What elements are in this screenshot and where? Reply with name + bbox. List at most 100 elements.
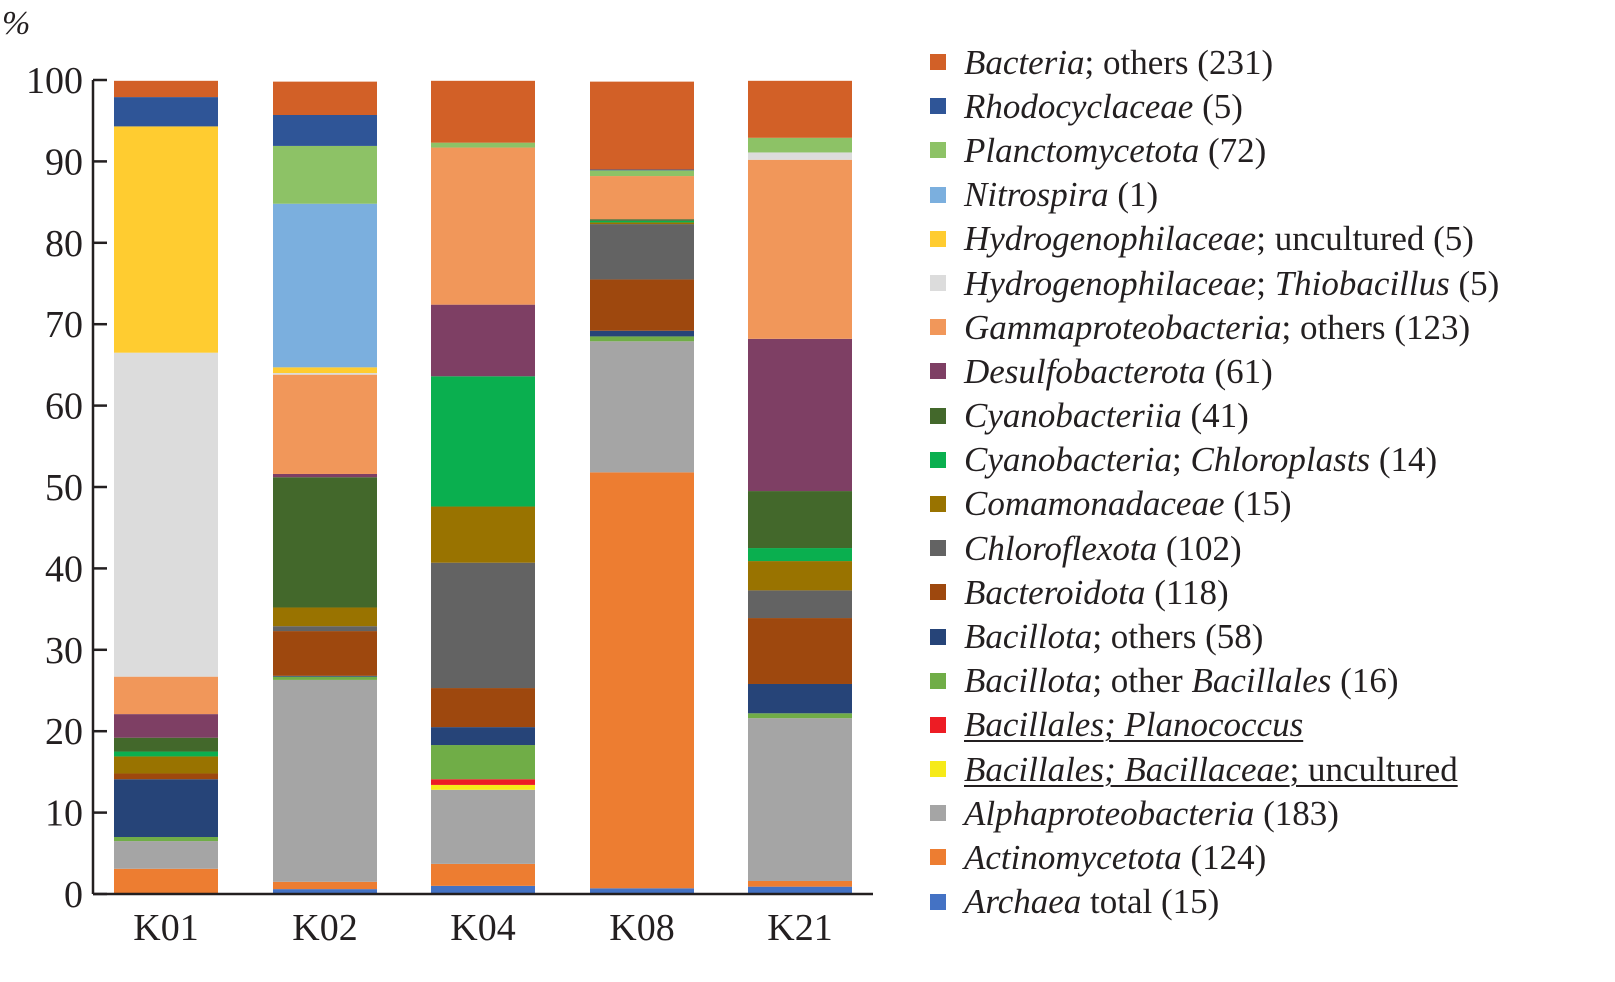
legend-label-italic-part: Bacillales: [1191, 661, 1332, 701]
bar-segment-k08-bacteroidota: [590, 279, 694, 331]
legend-label-part: (118): [1145, 572, 1229, 612]
bar-segment-k08-chloroplasts: [590, 220, 694, 223]
bar-segment-k04-chloroplasts: [431, 376, 535, 507]
bar-stack-k04: [431, 80, 535, 894]
legend-label-italic-part: Rhodocyclaceae: [964, 86, 1194, 126]
legend-label-part: ; other: [1092, 661, 1192, 701]
legend-swatch: [930, 893, 946, 910]
y-tick-label: 100: [26, 60, 83, 102]
bar-segment-k04-planctomycetota: [431, 142, 535, 148]
bar-segment-k04-bacillota_other_bacillales: [431, 745, 535, 780]
bar-segment-k04-bacillota_others: [431, 727, 535, 746]
legend-item: Bacillota; other Bacillales (16): [930, 659, 1499, 703]
legend-swatch: [930, 495, 946, 512]
bar-segment-k04-actinomycetota: [431, 863, 535, 886]
legend-swatch: [930, 805, 946, 822]
bar-segment-k08-bacillota_others: [590, 330, 694, 337]
legend-item: Cyanobacteria; Chloroplasts (14): [930, 438, 1499, 482]
bar-segment-k04-planococcus: [431, 779, 535, 785]
bar-segment-k08-comamonadaceae: [590, 222, 694, 225]
bar-stack-k02: [273, 81, 377, 894]
bar-segment-k08-bacteria_others: [590, 81, 694, 170]
legend-label: Actinomycetota (124): [964, 840, 1266, 875]
x-tick-label: K21: [767, 907, 832, 949]
bar-segment-k08-archaea: [590, 888, 694, 894]
legend-label: Cyanobacteriia (41): [964, 398, 1249, 433]
bar-segment-k02-comamonadaceae: [273, 607, 377, 627]
legend-label-italic-part: Bacteria: [964, 42, 1085, 82]
legend-label-part: (41): [1181, 396, 1249, 436]
legend-label-italic-part: Bacillales; Bacillaceae: [964, 749, 1290, 789]
legend-label-italic-part: Chloroplasts: [1190, 440, 1371, 480]
bar-segment-k02-planctomycetota: [273, 145, 377, 204]
bar-segment-k02-gammaproteobacteria: [273, 374, 377, 474]
bar-segment-k21-thiobacillus: [748, 152, 852, 160]
bar-segment-k01-thiobacillus: [114, 352, 218, 677]
stacked-bar-chart: % 0 10 20 30 40 50 60 70 80 90 100 K01 K02 K04 K08 K21: [2, 5, 873, 949]
legend-item: Hydrogenophilaceae; uncultured (5): [930, 217, 1499, 261]
legend-label: Bacillales; Bacillaceae; uncultured: [964, 752, 1458, 787]
bar-segment-k01-chloroplasts: [114, 751, 218, 757]
bar-segment-k01-rhodocyclaceae: [114, 97, 218, 127]
bar-segment-k08-alphaproteobacteria: [590, 341, 694, 473]
legend-item: Cyanobacteriia (41): [930, 394, 1499, 438]
legend-item: Bacteroidota (118): [930, 570, 1499, 614]
legend-label-italic-part: Comamonadaceae: [964, 484, 1225, 524]
bar-segment-k01-bacillota_others: [114, 779, 218, 838]
legend-swatch: [930, 142, 946, 159]
legend-label: Bacillota; other Bacillales (16): [964, 663, 1398, 698]
legend-swatch: [930, 584, 946, 601]
legend-swatch: [930, 761, 946, 778]
legend-label-part: (183): [1254, 793, 1339, 833]
legend-label-part: (5): [1449, 263, 1500, 303]
bar-segment-k04-chloroflexota: [431, 562, 535, 689]
bar-segment-k02-chloroflexota: [273, 626, 377, 632]
bar-segment-k08-actinomycetota: [590, 472, 694, 889]
bar-segment-k02-bacteroidota: [273, 631, 377, 676]
bar-segment-k01-comamonadaceae: [114, 756, 218, 774]
legend-item: Nitrospira (1): [930, 173, 1499, 217]
bar-segment-k01-alphaproteobacteria: [114, 841, 218, 869]
legend-swatch: [930, 186, 946, 203]
legend-label: Desulfobacterota (61): [964, 354, 1273, 389]
y-tick-label: 90: [45, 141, 83, 183]
legend-label-part: (5): [1193, 86, 1243, 126]
legend-item: Actinomycetota (124): [930, 835, 1499, 879]
bar-segment-k02-bacteria_others: [273, 81, 377, 116]
bar-segment-k02-desulfobacterota: [273, 473, 377, 478]
legend-label: Chloroflexota (102): [964, 531, 1242, 566]
legend-label-italic-part: Bacillota: [964, 617, 1093, 657]
legend-item: Alphaproteobacteria (183): [930, 791, 1499, 835]
legend-label-italic-part: Bacteroidota: [964, 572, 1146, 612]
legend-label-part: ; uncultured: [1289, 749, 1458, 789]
legend-label: Planctomycetota (72): [964, 133, 1266, 168]
legend-item: Comamonadaceae (15): [930, 482, 1499, 526]
legend-label-italic-part: Archaea: [964, 882, 1082, 922]
legend: Bacteria; others (231) Rhodocyclaceae (5)…: [930, 40, 1499, 924]
bar-segment-k08-planctomycetota: [590, 170, 694, 177]
y-tick-label: 70: [45, 304, 83, 346]
bar-segment-k21-chloroflexota: [748, 590, 852, 619]
legend-label-part: (15): [1224, 484, 1292, 524]
bar-segment-k04-comamonadaceae: [431, 506, 535, 563]
bar-segment-k01-bacteria_others: [114, 80, 218, 98]
bar-segment-k21-planctomycetota: [748, 137, 852, 153]
bar-segment-k21-alphaproteobacteria: [748, 718, 852, 881]
y-tick-label: 40: [45, 548, 83, 590]
bar-segment-k21-cyanobacteriia: [748, 491, 852, 549]
bar-segment-k02-alphaproteobacteria: [273, 679, 377, 882]
legend-label-part: total (15): [1081, 882, 1220, 922]
x-tick-label: K08: [609, 907, 674, 949]
legend-item: Gammaproteobacteria; others (123): [930, 305, 1499, 349]
legend-item: Rhodocyclaceae (5): [930, 84, 1499, 128]
legend-swatch: [930, 407, 946, 424]
y-tick-label: 80: [45, 223, 83, 265]
bar-segment-k21-comamonadaceae: [748, 561, 852, 591]
legend-label-part: (124): [1181, 837, 1267, 877]
legend-label-part: (102): [1157, 528, 1242, 568]
legend-swatch: [930, 716, 946, 733]
bar-segment-k01-cyanobacteriia: [114, 737, 218, 752]
bar-segment-k01-bacteroidota: [114, 773, 218, 780]
bar-stack-k21: [748, 80, 852, 894]
legend-label: Bacteria; others (231): [964, 45, 1273, 80]
